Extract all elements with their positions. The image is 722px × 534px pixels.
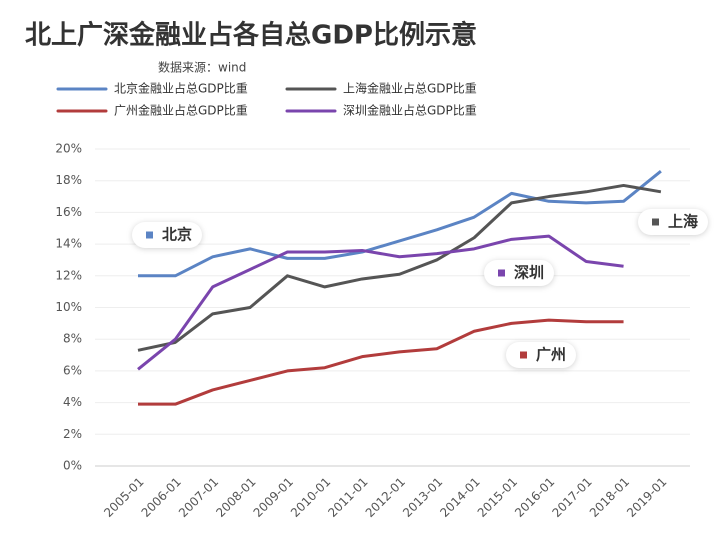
x-tick-label: 2006-01 [139,475,184,520]
series-line [137,183,662,352]
x-tick-label: 2018-01 [587,475,632,520]
annotation-marker [652,218,659,226]
annotation-label: 广州 [536,346,566,364]
x-tick-label: 2015-01 [475,475,520,520]
x-tick-label: 2013-01 [400,475,445,520]
y-tick-label: 2% [63,427,82,441]
y-tick-label: 4% [63,395,82,409]
y-tick-label: 6% [63,363,82,377]
x-tick-label: 2008-01 [213,475,258,520]
y-tick-label: 0% [63,459,82,473]
y-tick-label: 20% [55,142,82,156]
y-tick-label: 12% [55,268,82,282]
x-tick-label: 2019-01 [624,475,669,520]
annotation-marker [520,351,527,359]
annotation-marker [146,231,153,239]
y-tick-label: 8% [63,332,82,346]
y-tick-label: 16% [55,205,82,219]
x-tick-label: 2012-01 [363,475,408,520]
x-tick-label: 2011-01 [325,475,370,520]
x-tick-label: 2009-01 [251,475,296,520]
annotation-box [132,222,202,248]
y-tick-label: 14% [55,237,82,251]
legend-label: 北京金融业占总GDP比重 [114,81,248,96]
annotation-label: 深圳 [514,264,544,282]
x-tick-label: 2007-01 [176,475,221,520]
annotation-box [484,260,554,286]
y-tick-label: 18% [55,173,82,187]
x-tick-label: 2017-01 [549,475,594,520]
series-line [137,234,624,371]
annotation-marker [498,269,505,277]
series-line [138,318,624,406]
x-tick-label: 2010-01 [288,475,333,520]
x-tick-label: 2014-01 [437,475,482,520]
legend-label: 上海金融业占总GDP比重 [343,81,477,96]
x-tick-label: 2005-01 [101,475,146,520]
series-line [138,170,662,278]
y-tick-label: 10% [55,300,82,314]
legend-label: 深圳金融业占总GDP比重 [343,103,477,118]
chart-subtitle: 数据来源：wind [158,60,246,75]
annotation-label: 北京 [162,226,192,244]
legend-label: 广州金融业占总GDP比重 [114,103,248,118]
chart-title: 北上广深金融业占各自总GDP比例示意 [25,20,477,51]
annotation-box [638,209,708,235]
x-tick-label: 2016-01 [512,475,557,520]
annotation-box [506,342,576,368]
annotation-label: 上海 [668,213,698,231]
